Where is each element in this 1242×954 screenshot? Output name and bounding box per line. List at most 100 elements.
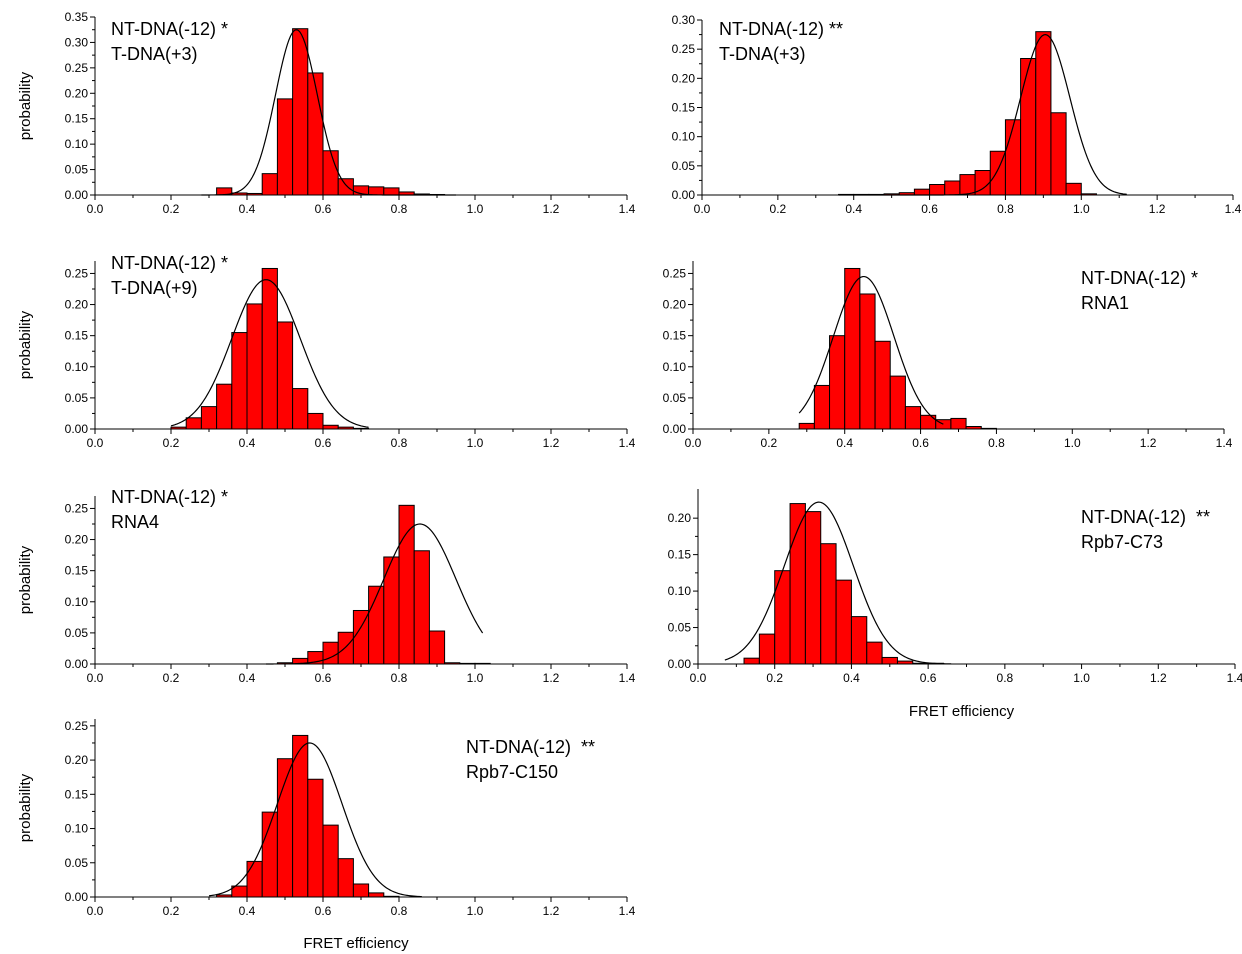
y-tick-label: 0.30 <box>65 35 89 49</box>
histogram-bar <box>276 98 294 196</box>
histogram-bar <box>758 633 776 665</box>
histogram-bar <box>307 778 324 898</box>
histogram-bar <box>1004 119 1022 196</box>
histogram-bar <box>844 267 861 430</box>
y-tick-label: 0.20 <box>672 71 696 85</box>
gaussian-fit-line <box>266 523 484 665</box>
histogram-bar <box>307 412 324 430</box>
histogram-bar <box>904 406 922 430</box>
y-tick-label: 0.05 <box>65 856 89 870</box>
x-tick-label: 0.8 <box>997 671 1014 685</box>
panel-annotation: NT-DNA(-12) * <box>111 253 228 273</box>
x-tick-label: 0.0 <box>87 202 104 216</box>
panel-annotation: NT-DNA(-12) * <box>1081 268 1198 288</box>
panel-annotation: NT-DNA(-12) ** <box>719 19 843 39</box>
x-tick-label: 1.2 <box>1149 202 1166 216</box>
y-tick-label: 0.25 <box>65 719 89 733</box>
y-tick-label: 0.15 <box>65 112 89 126</box>
gaussian-fit-line <box>798 275 944 425</box>
x-tick-label: 0.6 <box>315 671 332 685</box>
x-tick-label: 0.0 <box>694 202 711 216</box>
x-tick-label: 0.8 <box>997 202 1014 216</box>
y-tick-label: 0.25 <box>663 266 687 280</box>
x-tick-label: 1.2 <box>543 671 560 685</box>
histogram-bar <box>1035 31 1052 196</box>
x-tick-label: 0.4 <box>239 202 256 216</box>
histogram-bar <box>804 511 822 665</box>
x-tick-label: 0.2 <box>163 202 180 216</box>
chart-panel-a: 0.0 0.2 0.4 0.6 0.8 1.0 1.2 1.4 0.00 0.05 0.10 0.15… <box>17 10 636 216</box>
histogram-bar <box>813 384 831 430</box>
histogram-bar <box>859 293 876 430</box>
x-tick-label: 0.4 <box>239 671 256 685</box>
histogram-bar <box>322 150 339 196</box>
x-tick-label: 0.8 <box>391 904 408 918</box>
x-tick-label: 1.4 <box>1225 202 1242 216</box>
y-tick-label: 0.20 <box>663 298 687 312</box>
y-tick-label: 0.20 <box>65 753 89 767</box>
y-tick-label: 0.10 <box>663 360 687 374</box>
histogram-bar <box>261 173 278 196</box>
histogram-bar <box>322 641 339 665</box>
histogram-bar <box>881 656 898 665</box>
histogram-bar <box>398 504 415 665</box>
x-tick-label: 1.0 <box>1064 436 1081 450</box>
histogram-bar <box>261 267 278 430</box>
x-tick-label: 0.0 <box>685 436 702 450</box>
x-tick-label: 0.4 <box>239 436 256 450</box>
x-tick-label: 1.4 <box>619 436 636 450</box>
histogram-bar <box>913 188 931 196</box>
histogram-bar <box>929 184 946 196</box>
x-tick-label: 0.2 <box>766 671 783 685</box>
histogram-bar <box>185 417 202 430</box>
y-axis-label: probability <box>17 71 34 140</box>
panel-annotation: RNA4 <box>111 512 159 532</box>
x-tick-label: 1.2 <box>1140 436 1157 450</box>
y-tick-label: 0.25 <box>65 61 89 75</box>
panel-annotation: NT-DNA(-12) * <box>111 19 228 39</box>
y-tick-label: 0.20 <box>668 511 692 525</box>
y-tick-label: 0.20 <box>65 86 89 100</box>
x-tick-label: 0.4 <box>836 436 853 450</box>
y-tick-label: 0.00 <box>663 422 687 436</box>
histogram-bar <box>292 388 309 430</box>
histogram-bar <box>789 503 806 665</box>
histogram-bar <box>200 406 218 430</box>
y-tick-label: 0.10 <box>65 137 89 151</box>
x-tick-label: 0.0 <box>87 436 104 450</box>
histogram-bar <box>352 883 370 898</box>
y-tick-label: 0.10 <box>65 360 89 374</box>
y-tick-label: 0.05 <box>672 159 696 173</box>
x-tick-label: 0.0 <box>690 671 707 685</box>
y-tick-label: 0.30 <box>672 13 696 27</box>
y-axis-label: probability <box>17 545 34 614</box>
histogram-bar <box>216 383 233 430</box>
gaussian-fit-line <box>724 501 952 665</box>
x-axis-label: FRET efficiency <box>909 703 1015 720</box>
y-axis-label: probability <box>17 773 34 842</box>
panel-annotation: T-DNA(+9) <box>111 278 198 298</box>
x-tick-label: 1.4 <box>619 671 636 685</box>
x-tick-label: 0.4 <box>843 671 860 685</box>
x-tick-label: 0.4 <box>845 202 862 216</box>
y-tick-label: 0.05 <box>65 163 89 177</box>
x-tick-label: 1.0 <box>467 671 484 685</box>
histogram-bar <box>231 332 248 430</box>
x-tick-label: 0.2 <box>163 436 180 450</box>
histogram-bar <box>337 858 354 898</box>
histogram-bar <box>829 335 846 430</box>
y-tick-label: 0.10 <box>65 822 89 836</box>
gaussian-fit-line <box>208 742 422 898</box>
y-tick-label: 0.25 <box>672 42 696 56</box>
histogram-bar <box>413 550 430 665</box>
x-tick-label: 0.2 <box>761 436 778 450</box>
histogram-bar <box>246 860 263 898</box>
x-tick-label: 1.2 <box>543 202 560 216</box>
y-tick-label: 0.10 <box>668 584 692 598</box>
x-tick-label: 0.8 <box>391 436 408 450</box>
histogram-bar <box>246 303 263 430</box>
x-tick-label: 1.0 <box>467 202 484 216</box>
panel-annotation: Rpb7-C150 <box>466 762 558 782</box>
histogram-bar <box>368 892 385 898</box>
y-tick-label: 0.10 <box>672 130 696 144</box>
